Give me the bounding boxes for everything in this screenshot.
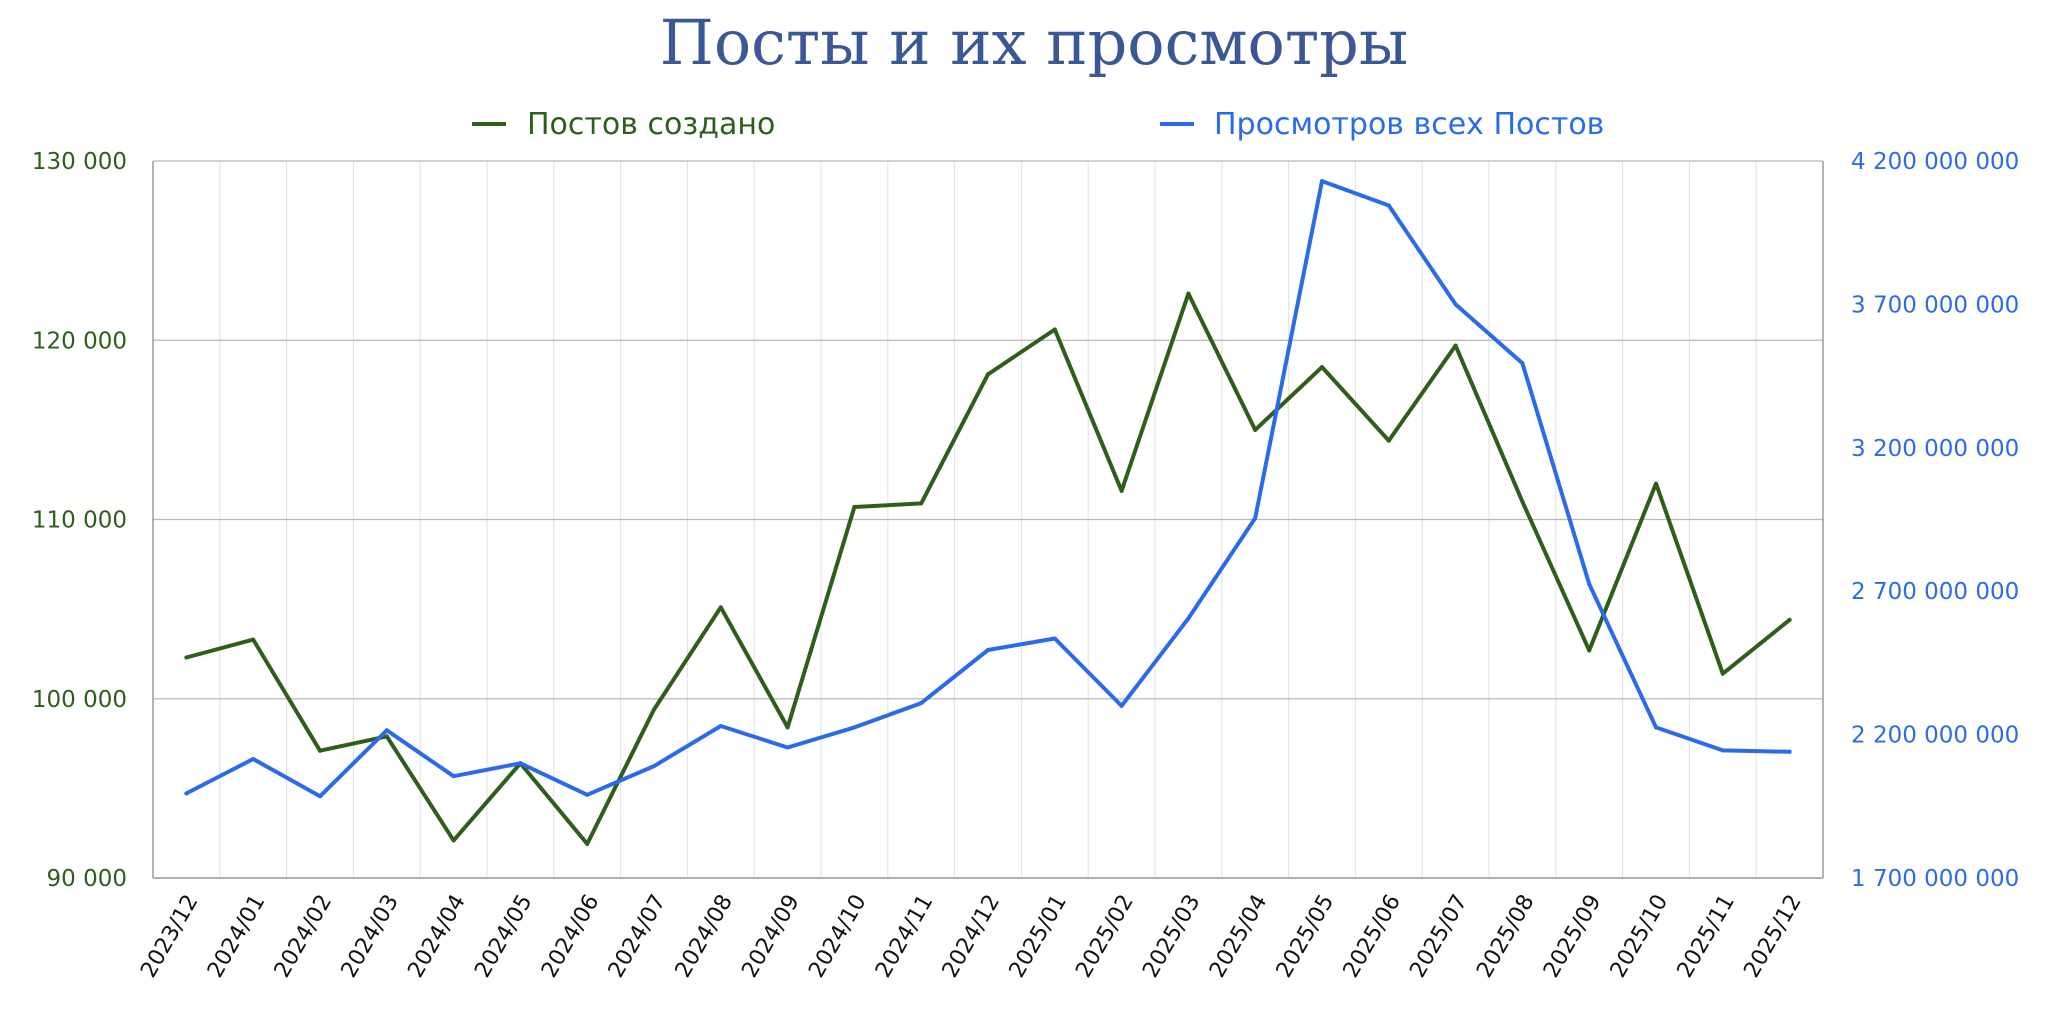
x-tick-label: 2024/04 [403, 891, 470, 983]
data-point-posts [1320, 365, 1324, 370]
x-tick-label: 2024/05 [470, 891, 537, 983]
y-right-tick-label: 2 700 000 000 [1851, 579, 2019, 605]
data-point-posts [1119, 488, 1124, 493]
y-right-tick-label: 4 200 000 000 [1851, 149, 2019, 175]
data-point-views [318, 794, 322, 799]
x-tick-label: 2025/11 [1673, 891, 1740, 983]
data-point-views [1052, 636, 1057, 641]
data-point-posts [384, 734, 389, 739]
y-axis-left: 90 000 100 000 110 000 120 000 130 000 [32, 149, 127, 892]
x-tick-label: 2024/03 [337, 891, 404, 983]
data-point-views [1587, 582, 1592, 587]
data-point-posts [1052, 327, 1057, 332]
x-tick-label: 2024/10 [804, 891, 871, 983]
data-point-posts [1386, 438, 1391, 443]
data-point-posts [184, 655, 189, 660]
data-point-posts [318, 748, 322, 753]
data-point-views [384, 728, 389, 733]
data-point-views [919, 701, 924, 706]
legend-item-posts: Постов создано [472, 107, 775, 142]
data-point-views [1253, 516, 1258, 521]
chart-title: Посты и их просмотры [660, 6, 1408, 79]
x-tick-label: 2025/01 [1005, 891, 1072, 983]
y-right-tick-label: 1 700 000 000 [1851, 866, 2019, 892]
x-axis: 2023/12 2024/01 2024/02 2024/03 2024/04 2024/… [136, 890, 1807, 982]
x-tick-label: 2025/07 [1405, 891, 1472, 983]
data-point-posts [1587, 648, 1592, 653]
y-left-tick-label: 110 000 [32, 508, 127, 534]
x-tick-label: 2024/12 [938, 891, 1005, 983]
data-point-posts [1453, 343, 1458, 348]
x-tick-label: 2025/04 [1205, 891, 1272, 983]
data-point-views [652, 764, 656, 769]
data-point-posts [986, 372, 990, 377]
legend: Постов создано Просмотров всех Постов [472, 107, 1604, 142]
data-point-views [1453, 302, 1458, 307]
x-tick-label: 2025/12 [1739, 891, 1806, 983]
data-point-views [718, 723, 723, 728]
plot-grid [153, 160, 1823, 879]
data-point-views [451, 774, 456, 779]
data-point-posts [451, 838, 456, 843]
data-point-views [1720, 748, 1725, 753]
data-point-views [518, 761, 523, 766]
data-point-views [986, 647, 990, 652]
legend-item-views: Просмотров всех Постов [1160, 107, 1604, 142]
data-point-posts [652, 707, 656, 712]
x-tick-label: 2023/12 [136, 891, 203, 983]
data-point-posts [1720, 671, 1725, 676]
data-point-views [852, 725, 857, 730]
x-tick-label: 2024/11 [871, 890, 938, 982]
x-tick-label: 2024/09 [737, 891, 804, 983]
data-point-posts [718, 605, 723, 610]
data-point-views [251, 756, 256, 761]
legend-label-posts: Постов создано [527, 107, 775, 142]
data-point-views [1654, 725, 1658, 730]
data-point-posts [585, 841, 590, 846]
x-tick-label: 2024/08 [671, 891, 738, 983]
data-point-posts [919, 501, 924, 506]
y-right-tick-label: 3 700 000 000 [1851, 292, 2019, 318]
y-left-tick-label: 120 000 [32, 328, 127, 354]
data-point-views [1186, 616, 1191, 621]
data-point-posts [1253, 427, 1258, 432]
x-tick-label: 2025/02 [1071, 891, 1138, 983]
y-left-tick-label: 100 000 [32, 687, 127, 713]
data-point-views [1119, 703, 1124, 708]
x-tick-label: 2025/10 [1606, 891, 1673, 983]
data-point-views [585, 792, 590, 797]
y-left-tick-label: 90 000 [47, 866, 127, 892]
data-point-views [1386, 203, 1391, 208]
data-point-posts [1654, 481, 1658, 486]
data-point-posts [1787, 617, 1792, 622]
data-point-posts [1520, 499, 1525, 504]
data-point-views [1520, 361, 1525, 366]
data-point-posts [1186, 291, 1191, 296]
data-point-posts [251, 637, 256, 642]
x-tick-label: 2024/07 [604, 891, 671, 983]
x-tick-label: 2025/08 [1472, 891, 1539, 983]
plot-axes [152, 161, 1824, 879]
data-point-posts [852, 504, 857, 509]
x-tick-label: 2024/02 [270, 891, 337, 983]
y-right-tick-label: 2 200 000 000 [1851, 723, 2019, 749]
x-tick-label: 2024/01 [203, 891, 270, 983]
y-right-tick-label: 3 200 000 000 [1851, 436, 2019, 462]
series-line-views [184, 179, 1792, 799]
data-point-views [1320, 179, 1324, 184]
data-point-views [184, 791, 189, 796]
legend-label-views: Просмотров всех Постов [1214, 107, 1604, 142]
x-tick-label: 2025/03 [1138, 891, 1205, 983]
data-point-views [785, 745, 790, 750]
data-point-views [1787, 749, 1792, 754]
data-point-posts [785, 725, 790, 730]
series-layer [184, 179, 1792, 846]
y-left-tick-label: 130 000 [32, 149, 127, 175]
x-tick-label: 2025/09 [1539, 891, 1606, 983]
x-tick-label: 2025/06 [1339, 891, 1406, 983]
x-tick-label: 2024/06 [537, 891, 604, 983]
x-tick-label: 2025/05 [1272, 891, 1339, 983]
y-axis-right: 1 700 000 000 2 200 000 000 2 700 000 000 3… [1851, 149, 2019, 892]
